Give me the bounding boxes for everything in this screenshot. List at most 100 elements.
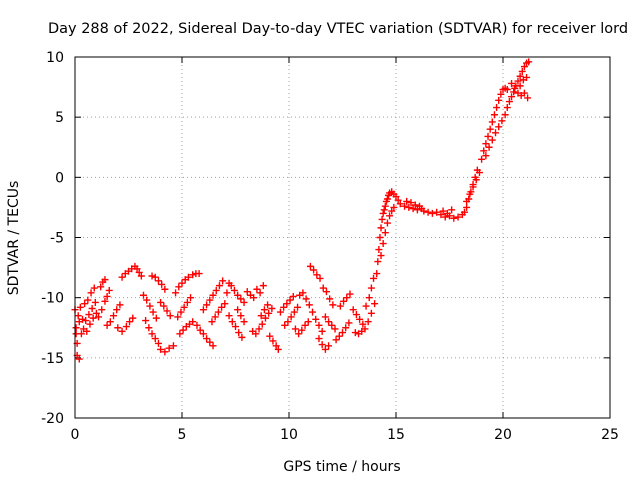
data-point (309, 308, 317, 316)
data-point (76, 303, 84, 311)
data-point (152, 314, 160, 322)
data-point (523, 73, 531, 81)
y-tick-label: -20 (41, 411, 64, 427)
data-point (390, 203, 398, 211)
data-point (441, 213, 449, 221)
data-point (321, 313, 329, 321)
data-point (409, 205, 417, 213)
data-point (362, 302, 370, 310)
data-point (365, 294, 373, 302)
data-point (105, 286, 113, 294)
x-tick-label: 0 (71, 427, 80, 443)
data-point (122, 323, 130, 331)
data-point (234, 306, 242, 314)
data-point (318, 327, 326, 335)
data-point (359, 320, 367, 328)
data-point (312, 315, 320, 323)
data-point (287, 313, 295, 321)
y-tick-label: -15 (41, 351, 64, 367)
data-point (184, 273, 192, 281)
data-point (225, 312, 233, 320)
data-point (149, 308, 157, 316)
data-point (133, 265, 141, 273)
data-points (71, 58, 533, 363)
data-point (364, 318, 372, 326)
data-point (189, 271, 197, 279)
data-point (378, 215, 386, 223)
data-point (252, 330, 260, 338)
data-point (118, 273, 126, 281)
data-point (486, 125, 494, 133)
data-point (161, 285, 169, 293)
data-point (116, 301, 124, 309)
data-point (424, 208, 432, 216)
y-axis-tick-labels: -20 -15 -10 -5 0 5 10 (41, 50, 64, 427)
data-point (163, 307, 171, 315)
data-point (520, 89, 528, 97)
data-point (413, 206, 421, 214)
data-point (516, 72, 524, 80)
data-point (214, 308, 222, 316)
data-point (272, 342, 280, 350)
data-point (377, 252, 385, 260)
data-point (177, 308, 185, 316)
data-point (376, 234, 384, 241)
data-point (352, 311, 360, 319)
data-point (443, 209, 451, 217)
data-point (280, 303, 288, 311)
data-point (274, 345, 282, 353)
data-point (101, 276, 109, 284)
y-tick-label: 0 (55, 170, 64, 186)
data-point (179, 326, 187, 334)
data-point (84, 296, 92, 304)
data-point (388, 207, 396, 215)
data-point (336, 302, 344, 310)
data-point (298, 326, 306, 334)
data-point (401, 202, 409, 210)
data-point (463, 197, 471, 205)
data-point (72, 324, 80, 332)
data-point (488, 118, 496, 126)
data-point (505, 98, 513, 106)
data-point (113, 306, 121, 314)
data-point (454, 213, 462, 221)
data-point (315, 335, 323, 343)
data-point (374, 258, 382, 266)
data-point (235, 329, 243, 337)
data-point (437, 211, 445, 219)
data-point (219, 277, 227, 285)
data-point (85, 311, 93, 319)
data-point (187, 294, 195, 302)
data-point (154, 339, 162, 347)
data-point (253, 285, 261, 293)
data-point (322, 288, 330, 296)
data-point (302, 295, 310, 303)
x-tick-label: 10 (280, 427, 298, 443)
data-point (286, 296, 294, 304)
data-point (482, 140, 490, 148)
data-point (237, 295, 245, 303)
plot-frame (74, 56, 611, 419)
data-point (137, 272, 145, 280)
data-point (90, 284, 98, 292)
data-point (230, 286, 238, 294)
data-point (335, 332, 343, 340)
data-point (139, 291, 147, 299)
data-point (508, 93, 516, 101)
data-point (475, 169, 483, 177)
data-point (189, 318, 197, 326)
x-tick-label: 15 (387, 427, 405, 443)
data-point (488, 136, 496, 144)
data-point (151, 335, 159, 343)
data-point (199, 306, 207, 314)
data-point (340, 297, 348, 305)
data-point (95, 313, 103, 321)
data-point (361, 325, 369, 333)
data-point (157, 345, 165, 353)
data-point (405, 203, 413, 211)
data-point (206, 338, 214, 346)
data-point (319, 284, 327, 292)
data-point (370, 274, 378, 282)
data-point (74, 312, 82, 320)
data-point (234, 291, 242, 299)
